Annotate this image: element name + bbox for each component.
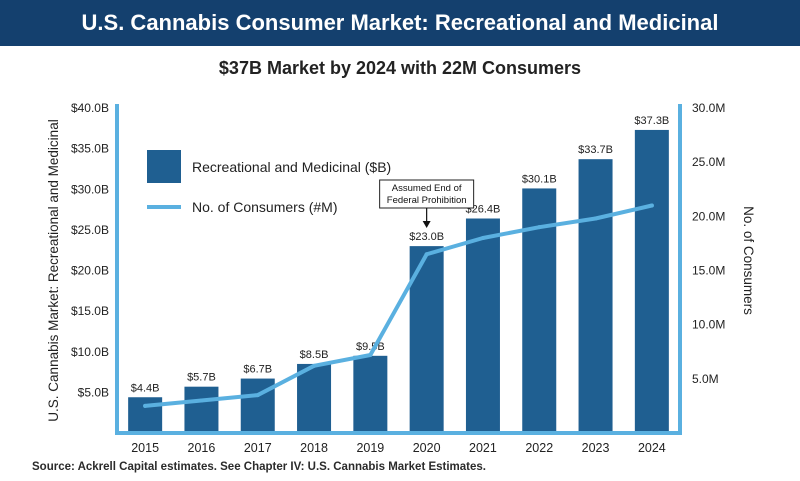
- chart-title: U.S. Cannabis Consumer Market: Recreatio…: [81, 10, 719, 35]
- bar-value-label: $4.4B: [131, 382, 160, 394]
- chart-title-bar: U.S. Cannabis Consumer Market: Recreatio…: [0, 0, 800, 46]
- consumers-point: [424, 252, 429, 257]
- y-left-tick-label: $5.0B: [78, 385, 109, 399]
- y-left-tick-label: $20.0B: [71, 264, 109, 278]
- bar-value-label: $30.1B: [522, 173, 557, 185]
- consumers-point: [368, 353, 373, 357]
- bar-value-label: $5.7B: [187, 372, 216, 384]
- bar-value-label: $33.7B: [578, 144, 613, 156]
- y-right-tick-label: 10.0M: [692, 318, 725, 332]
- bar: [634, 129, 669, 431]
- x-tick-label: 2019: [356, 441, 384, 455]
- bar-value-label: $37.3B: [634, 115, 669, 127]
- y-left-tick-label: $30.0B: [71, 182, 109, 196]
- chart-subtitle: $37B Market by 2024 with 22M Consumers: [218, 58, 582, 78]
- bar: [578, 159, 613, 431]
- bar: [353, 355, 388, 431]
- y-right-tick-label: 5.0M: [692, 372, 719, 386]
- y-left-tick-label: $15.0B: [71, 304, 109, 318]
- y-left-axis-title: U.S. Cannabis Market: Recreational and M…: [46, 119, 61, 421]
- annotation-arrow-head: [422, 221, 431, 228]
- x-tick-label: 2016: [188, 441, 216, 455]
- y-left-tick-label: $35.0B: [71, 142, 109, 156]
- y-right-tick-label: 20.0M: [692, 209, 725, 223]
- y-right-tick-label: 25.0M: [692, 155, 725, 169]
- y-right-axis-title: No. of Consumers: [741, 206, 756, 315]
- annotation-text-line: Assumed End of: [392, 183, 462, 194]
- bar: [240, 378, 275, 431]
- consumers-point: [649, 203, 654, 208]
- x-tick-label: 2017: [244, 441, 272, 455]
- bar: [297, 363, 332, 431]
- bar-value-label: $26.4B: [466, 204, 501, 216]
- bar: [128, 397, 163, 431]
- consumers-point: [593, 216, 598, 221]
- x-tick-label: 2020: [413, 441, 441, 455]
- consumers-point: [537, 225, 542, 230]
- x-tick-label: 2015: [131, 441, 159, 455]
- x-tick-label: 2023: [582, 441, 610, 455]
- y-left-tick-label: $40.0B: [71, 101, 109, 115]
- y-right-tick-label: 15.0M: [692, 264, 725, 278]
- legend-bar-swatch: [147, 150, 181, 183]
- annotation-text-line: Federal Prohibition: [387, 195, 467, 206]
- consumers-point: [143, 403, 148, 408]
- bar-value-label: $8.5B: [300, 349, 329, 361]
- consumers-point: [312, 363, 317, 368]
- x-tick-label: 2021: [469, 441, 497, 455]
- chart-svg: $5.0B $10.0B $15.0B $20.0B $25.0B $30.0B $35.0…: [46, 101, 756, 455]
- annotation-box: [379, 179, 475, 209]
- bar-value-label: $23.0B: [409, 231, 444, 243]
- y-left-tick-label: $25.0B: [71, 223, 109, 237]
- consumers-line: [143, 203, 654, 408]
- legend-bar-label: Recreational and Medicinal ($B): [192, 159, 391, 175]
- source-note: Source: Ackrell Capital estimates. See C…: [32, 461, 486, 473]
- bar: [184, 386, 219, 431]
- x-tick-label: 2022: [525, 441, 553, 455]
- consumers-point: [480, 236, 485, 240]
- bar: [465, 218, 500, 431]
- y-left-tick-label: $10.0B: [71, 345, 109, 359]
- x-tick-label: 2024: [638, 441, 666, 455]
- consumers-point: [255, 393, 260, 398]
- legend-line-label: No. of Consumers (#M): [192, 199, 337, 215]
- y-right-tick-label: 30.0M: [692, 101, 725, 115]
- consumers-point: [199, 398, 204, 403]
- bar-value-label: $6.7B: [243, 364, 272, 376]
- x-tick-label: 2018: [300, 441, 328, 455]
